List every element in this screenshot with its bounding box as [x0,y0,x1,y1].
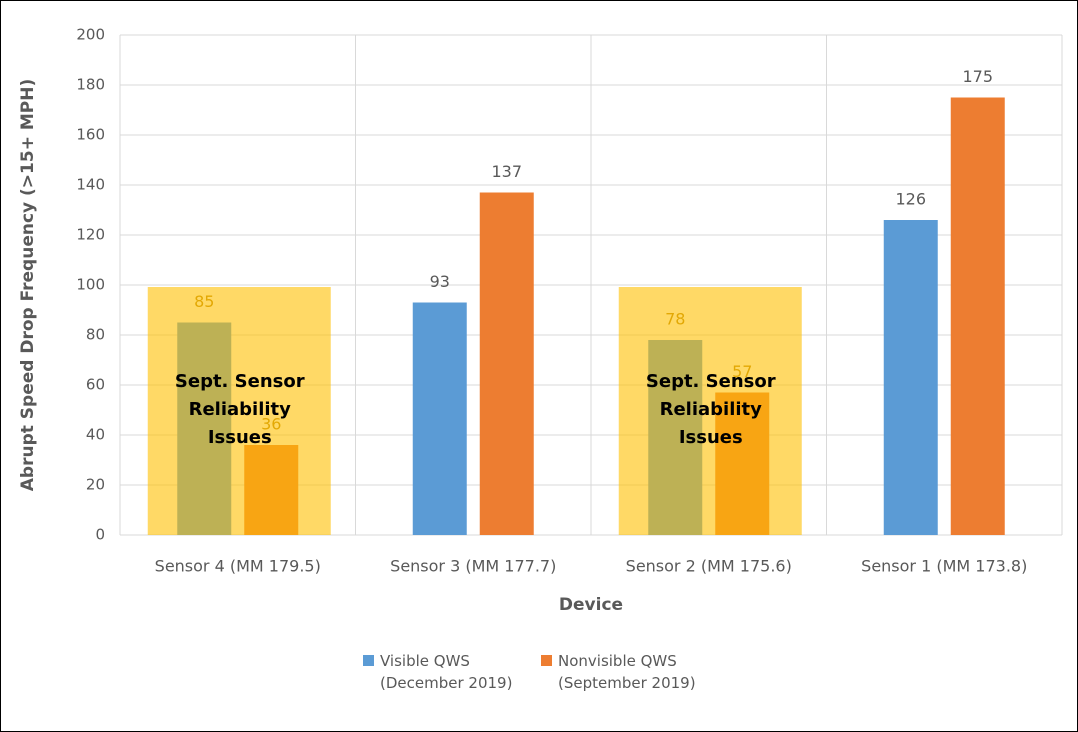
bar [950,97,1005,535]
data-label: 137 [491,162,522,181]
data-label: 93 [430,272,450,291]
bar [412,302,467,535]
annotation: Reliability [189,399,292,420]
bar [883,220,938,535]
x-tick-label: Sensor 4 (MM 179.5) [155,557,321,576]
y-tick-label: 0 [95,526,105,544]
legend-label: Nonvisible QWS (September 2019) [558,652,696,692]
y-tick-label: 200 [76,26,105,44]
annotation: Issues [679,427,743,448]
y-tick-label: 80 [86,326,105,344]
legend-label: Visible QWS (December 2019) [380,652,513,692]
y-tick-label: 20 [86,476,105,494]
legend-item: Nonvisible QWS (September 2019) [541,650,728,694]
annotation: Issues [208,427,272,448]
y-tick-label: 180 [76,76,105,94]
annotation: Sept. Sensor [175,371,305,392]
highlight-box [618,287,802,535]
y-tick-label: 40 [86,426,105,444]
y-tick-label: 120 [76,226,105,244]
highlight-box [147,287,331,535]
annotation: Reliability [660,399,763,420]
x-tick-label: Sensor 2 (MM 175.6) [626,557,792,576]
x-axis-title: Device [559,595,623,615]
y-tick-label: 100 [76,276,105,294]
x-tick-label: Sensor 3 (MM 177.7) [390,557,556,576]
y-tick-label: 140 [76,176,105,194]
data-label: 175 [962,67,993,86]
y-axis-title: Abrupt Speed Drop Frequency (>15+ MPH) [18,79,38,491]
bar [479,192,534,535]
data-label: 126 [895,190,926,209]
y-tick-label: 60 [86,376,105,394]
y-tick-label: 160 [76,126,105,144]
legend-swatch [541,655,552,666]
legend-item: Visible QWS (December 2019) [363,650,530,694]
annotation: Sept. Sensor [646,371,776,392]
x-tick-label: Sensor 1 (MM 173.8) [861,557,1027,576]
legend-swatch [363,655,374,666]
